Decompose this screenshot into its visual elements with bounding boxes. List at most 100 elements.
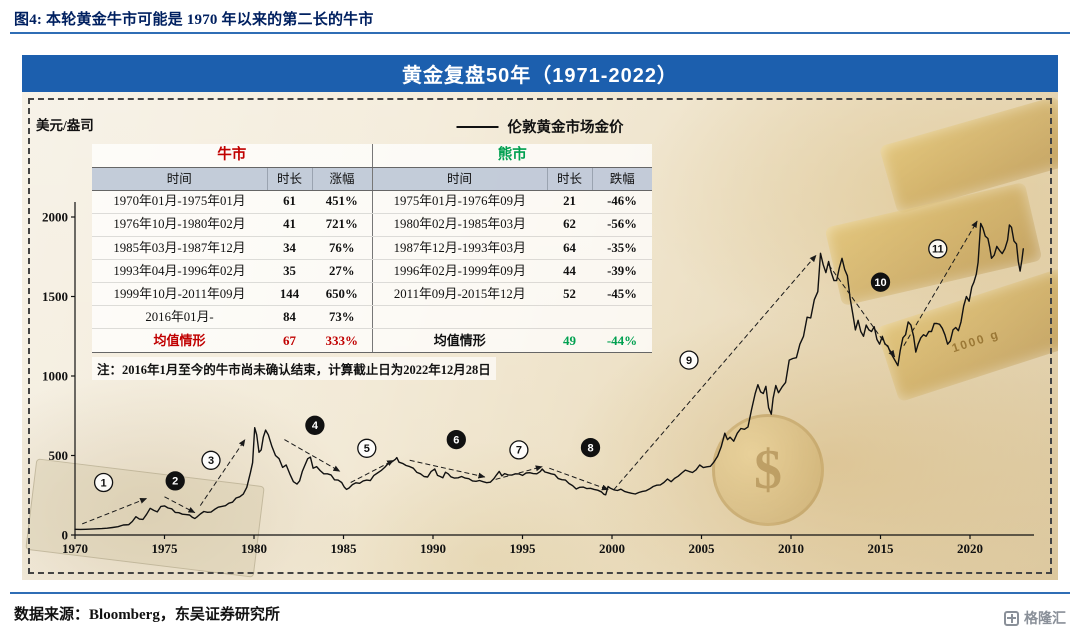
bull-period-cell: 1985年03月-1987年12月 <box>92 236 267 261</box>
bull-duration-cell: 41 <box>267 213 312 238</box>
phase-circle <box>201 450 221 470</box>
phase-marker-9: 9 <box>613 254 817 491</box>
phase-number: 4 <box>312 420 319 432</box>
phase-marker-3: 3 <box>199 439 246 506</box>
legend-line-icon <box>456 125 499 128</box>
table-row: 1999年10月-2011年09月 144 650% 2011年09月-2015… <box>92 282 653 307</box>
y-axis-unit-label: 美元/盎司 <box>36 118 94 133</box>
bear-duration-cell: 44 <box>547 259 593 284</box>
bear-period-cell: 1975年01月-1976年09月 <box>371 190 548 214</box>
phase-marker-8: 8 <box>549 437 609 491</box>
phase-arrow <box>409 459 486 479</box>
phase-arrow <box>199 439 246 506</box>
x-tick-label: 2015 <box>868 541 895 556</box>
chart-title: 黄金复盘50年（1971-2022） <box>402 65 678 87</box>
phase-arrow <box>350 459 395 483</box>
bull-duration-cell: 35 <box>267 259 312 284</box>
bull-period-cell: 1976年10月-1980年02月 <box>92 213 267 238</box>
bull-duration-cell: 61 <box>267 190 312 214</box>
x-tick-label: 2000 <box>599 541 625 556</box>
bull-change-cell: 650% <box>312 282 373 307</box>
phase-circle <box>928 239 948 259</box>
x-tick-label: 1990 <box>420 541 446 556</box>
phase-number: 8 <box>587 442 593 454</box>
y-tick-label: 1000 <box>42 369 68 384</box>
phase-marker-4: 4 <box>284 415 341 472</box>
table-average-row: 均值情形 67 333% 均值情形 49 -44% <box>92 328 653 353</box>
bear-market-header: 熊市 <box>371 144 653 169</box>
gelonghui-logo: 格隆汇 <box>1004 608 1066 628</box>
phase-number: 10 <box>874 277 886 289</box>
chart-area: $ 1000 g 1970 1975 1980 1985 1990 1995 2… <box>22 92 1058 580</box>
phase-number: 1 <box>101 477 107 489</box>
phase-circle <box>357 438 377 458</box>
bull-period-cell: 2016年01月- <box>92 305 267 330</box>
bear-average-change: -44% <box>592 328 653 353</box>
phase-marker-11: 11 <box>903 220 978 347</box>
x-tick-label: 1995 <box>510 541 537 556</box>
phase-circle <box>679 350 699 370</box>
phase-arrow <box>164 496 196 514</box>
y-tick-label: 2000 <box>42 210 68 225</box>
gold-price-chart: 1970 1975 1980 1985 1990 1995 2000 2005 … <box>42 202 1034 556</box>
data-source-value: Bloomberg，东吴证券研究所 <box>89 607 280 623</box>
gelonghui-logo-icon <box>1004 610 1019 626</box>
table-row: 1976年10月-1980年02月 41 721% 1980年02月-1985年… <box>92 213 653 238</box>
gelonghui-logo-text: 格隆汇 <box>1024 610 1066 626</box>
footer-divider <box>10 592 1070 594</box>
phase-arrow <box>284 439 341 472</box>
bull-period-cell: 1993年04月-1996年02月 <box>92 259 267 284</box>
phase-circle <box>580 437 601 458</box>
bull-average-label: 均值情形 <box>92 328 267 353</box>
x-tick-label: 1980 <box>241 541 267 556</box>
col-header-gain: 涨幅 <box>311 167 373 191</box>
table-row: 1970年01月-1975年01月 61 451% 1975年01月-1976年… <box>92 190 653 214</box>
phase-arrow <box>549 467 609 491</box>
bear-change-cell: -39% <box>592 259 653 284</box>
bull-bear-table-wrap: 牛市 熊市 时间 时长 涨幅 时间 时长 跌幅 1970年01月-1975年01… <box>92 144 657 380</box>
bull-average-duration: 67 <box>267 328 312 353</box>
phase-arrow <box>613 254 817 491</box>
phase-marker-2: 2 <box>164 471 196 514</box>
bull-duration-cell: 144 <box>267 282 312 307</box>
phase-marker-10: 10 <box>828 264 896 358</box>
col-header-duration: 时长 <box>266 167 312 191</box>
bear-change-cell: -46% <box>592 190 653 214</box>
phase-number: 5 <box>364 443 370 455</box>
table-group-header-row: 牛市 熊市 <box>92 144 653 169</box>
y-tick-label: 0 <box>62 528 69 543</box>
phase-marker-1: 1 <box>82 472 148 525</box>
phase-marker-5: 5 <box>350 438 395 483</box>
bear-duration-cell: 62 <box>547 213 593 238</box>
legend-label: 伦敦黄金市场金价 <box>507 120 624 136</box>
bear-change-cell: -56% <box>592 213 653 238</box>
bull-change-cell: 76% <box>312 236 373 261</box>
chart-title-banner: 黄金复盘50年（1971-2022） <box>22 55 1058 92</box>
coin-graphic: $ <box>712 414 824 526</box>
bull-change-cell: 27% <box>312 259 373 284</box>
bear-duration-cell <box>547 305 593 330</box>
header-divider <box>10 32 1070 34</box>
chart-legend: 伦敦黄金市场金价 <box>456 116 624 137</box>
table-footnote: 注：2016年1月至今的牛市尚未确认结束，计算截止日为2022年12月28日 <box>92 356 496 380</box>
table-row: 1993年04月-1996年02月 35 27% 1996年02月-1999年0… <box>92 259 653 284</box>
bear-average-duration: 49 <box>547 328 593 353</box>
bull-period-cell: 1999年10月-2011年09月 <box>92 282 267 307</box>
phase-number: 6 <box>453 434 459 446</box>
phase-arrow <box>828 264 896 358</box>
phase-circle <box>165 471 185 491</box>
bull-change-cell: 721% <box>312 213 373 238</box>
col-header-time: 时间 <box>92 167 267 191</box>
y-tick-label: 1500 <box>42 289 68 304</box>
bear-change-cell: -35% <box>592 236 653 261</box>
phase-marker-6: 6 <box>409 429 486 479</box>
phase-marker-7: 7 <box>495 440 543 480</box>
phase-arrow <box>903 220 978 347</box>
bull-duration-cell: 84 <box>267 305 312 330</box>
x-tick-label: 1970 <box>62 541 88 556</box>
phase-circle <box>93 472 114 493</box>
bull-period-cell: 1970年01月-1975年01月 <box>92 190 267 214</box>
col-header-duration: 时长 <box>546 167 593 191</box>
gold-price-line <box>74 222 1024 531</box>
phase-number: 3 <box>208 455 214 467</box>
